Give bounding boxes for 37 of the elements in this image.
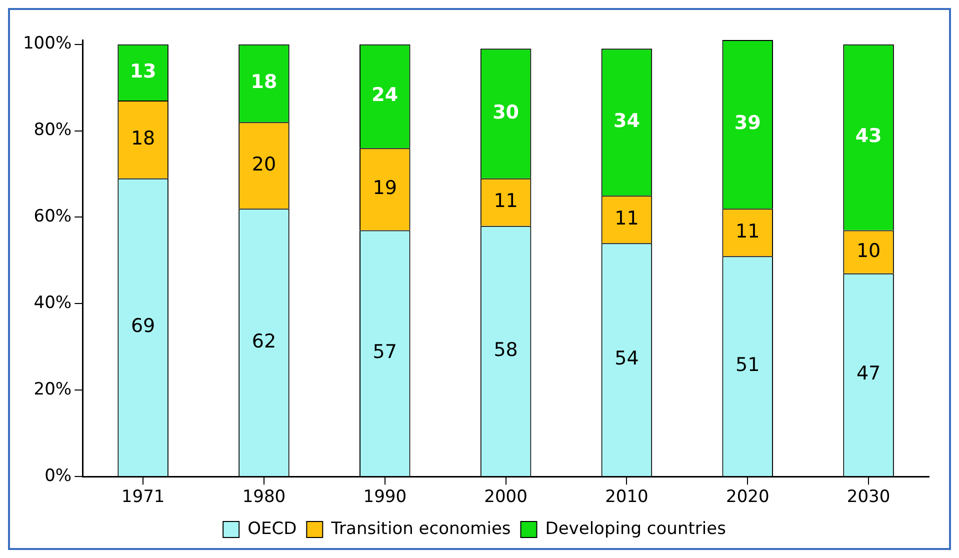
data-label: 34 xyxy=(613,110,640,132)
x-tick-label: 2000 xyxy=(484,487,528,508)
data-label: 47 xyxy=(856,362,881,385)
data-label: 13 xyxy=(130,60,156,82)
data-label: 24 xyxy=(372,84,398,106)
y-tick-label: 0% xyxy=(44,466,72,486)
x-tick-label: 2020 xyxy=(726,487,770,508)
legend-label: Transition economies xyxy=(330,518,511,539)
data-label: 11 xyxy=(736,220,760,242)
y-tick-label: 40% xyxy=(34,293,72,314)
legend-label: OECD xyxy=(248,518,297,539)
data-label: 30 xyxy=(492,101,520,124)
data-label: 57 xyxy=(372,341,397,364)
x-tick-label: 1980 xyxy=(242,487,286,508)
data-label: 18 xyxy=(130,127,156,150)
data-label: 39 xyxy=(734,112,761,134)
x-tick-label: 1990 xyxy=(363,487,407,508)
data-label: 54 xyxy=(614,348,639,370)
data-label: 11 xyxy=(614,207,639,230)
data-label: 11 xyxy=(494,190,518,212)
data-label: 19 xyxy=(372,177,397,200)
x-tick-label: 1971 xyxy=(121,487,165,508)
y-tick-label: 20% xyxy=(34,380,72,400)
data-label: 18 xyxy=(250,71,278,94)
y-tick-label: 80% xyxy=(34,120,72,140)
x-tick-label: 2030 xyxy=(846,487,890,508)
y-tick-label: 100% xyxy=(22,34,72,54)
data-label: 10 xyxy=(856,240,881,262)
data-label: 69 xyxy=(130,315,156,338)
data-label: 51 xyxy=(736,354,760,376)
data-label: 43 xyxy=(855,125,882,148)
x-tick-label: 2010 xyxy=(605,487,648,508)
data-label: 62 xyxy=(252,330,276,352)
legend-label: Developing countries xyxy=(545,518,726,539)
y-tick-label: 60% xyxy=(34,206,72,227)
data-label: 20 xyxy=(252,153,276,176)
data-label: 58 xyxy=(494,338,518,361)
